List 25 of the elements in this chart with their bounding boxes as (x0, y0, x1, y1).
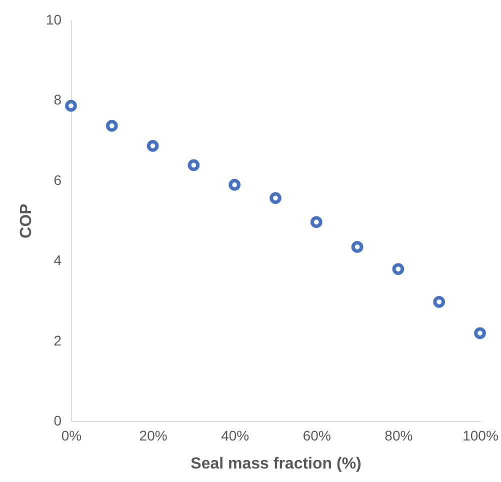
y-tick-label: 6 (54, 172, 62, 188)
y-tick-label: 10 (46, 12, 62, 28)
y-tick-label: 0 (54, 412, 62, 428)
point (228, 178, 241, 191)
point (106, 120, 118, 132)
point (433, 296, 446, 308)
point (474, 327, 486, 340)
x-tick-label: 40% (221, 428, 250, 444)
point (392, 263, 404, 275)
point (65, 100, 77, 112)
x-tick-label: 100% (462, 428, 498, 444)
point (188, 159, 200, 172)
point (310, 216, 322, 228)
x-axis-title: Seal mass fraction (%) (190, 456, 362, 472)
y-tick-label: 4 (54, 252, 62, 268)
x-tick-label: 80% (384, 428, 413, 444)
y-axis-title: COP (18, 203, 35, 238)
x-tick-label: 0% (61, 428, 82, 444)
point (351, 241, 364, 253)
y-tick-label: 2 (54, 332, 62, 348)
point (270, 192, 282, 204)
x-tick-label: 60% (302, 428, 331, 444)
point (146, 140, 159, 152)
y-tick-label: 8 (54, 92, 62, 108)
x-tick-label: 20% (139, 428, 168, 444)
